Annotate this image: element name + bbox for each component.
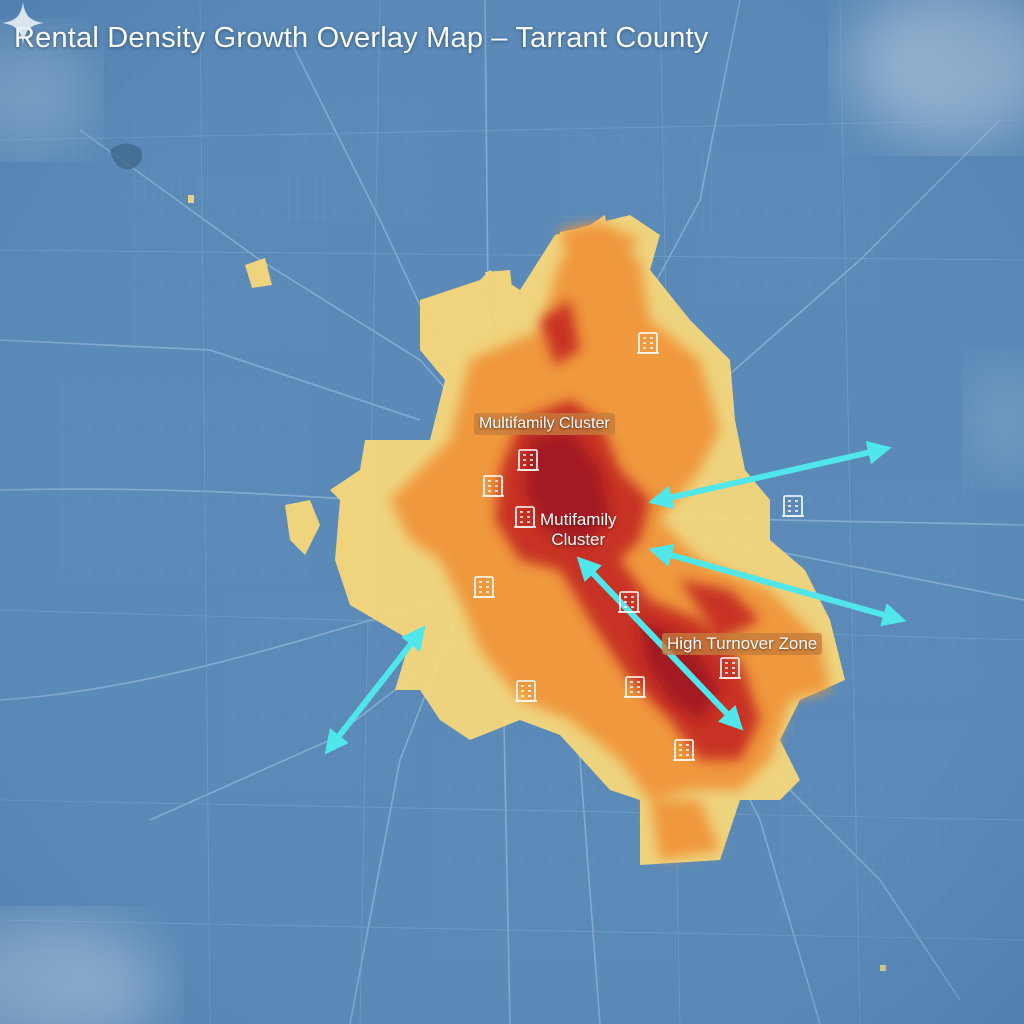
- growth-arrow: [576, 556, 744, 731]
- callout-multifamily-cluster-top: Multifamily Cluster: [474, 413, 615, 435]
- callout-high-turnover-zone: High Turnover Zone: [662, 633, 823, 655]
- growth-arrows: [324, 440, 907, 755]
- growth-arrow: [324, 625, 426, 755]
- map-title: Rental Density Growth Overlay Map – Tarr…: [14, 22, 709, 54]
- callout-line: Mutifamily: [540, 510, 617, 529]
- sparkle-icon: [2, 2, 44, 44]
- growth-arrow: [648, 440, 892, 510]
- callout-line: Cluster: [551, 530, 606, 549]
- callout-multifamily-cluster-center: Mutifamily Cluster: [540, 510, 617, 550]
